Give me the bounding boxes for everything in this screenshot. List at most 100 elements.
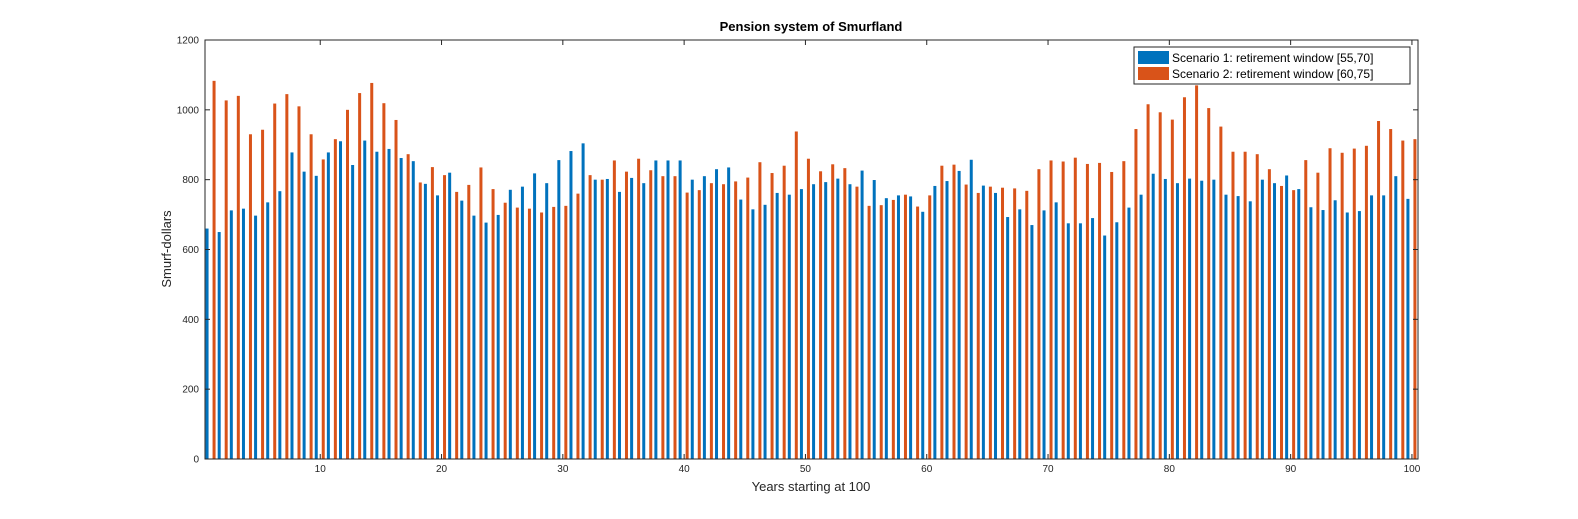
bar-series-1-x-28	[533, 173, 537, 459]
bar-series-2-x-84	[1219, 126, 1223, 459]
bar-series-1-x-42	[702, 176, 706, 460]
bar-series-1-x-18	[411, 161, 415, 459]
bar-series-2-x-34	[612, 160, 616, 459]
bar-series-1-x-67	[1006, 217, 1010, 459]
bar-series-1-x-3	[229, 210, 233, 459]
bar-series-2-x-74	[1098, 162, 1102, 459]
bar-series-1-x-57	[884, 198, 888, 460]
bar-series-2-x-79	[1158, 112, 1162, 459]
bar-series-1-x-11	[326, 152, 330, 459]
bar-series-1-x-81	[1175, 183, 1179, 459]
bar-series-1-x-21	[448, 172, 452, 459]
bar-series-2-x-26	[515, 207, 519, 459]
bar-series-2-x-20	[443, 175, 447, 459]
bar-series-2-x-70	[1049, 160, 1053, 459]
bar-series-1-x-4	[241, 208, 245, 459]
bar-series-1-x-46	[751, 209, 755, 459]
bar-series-1-x-78	[1139, 194, 1143, 459]
x-tick-label: 50	[800, 464, 812, 475]
bar-series-2-x-89	[1280, 185, 1284, 459]
bar-series-1-x-26	[508, 189, 512, 460]
bar-series-2-x-25	[503, 202, 507, 459]
bar-series-2-x-48	[782, 165, 786, 459]
bar-series-2-x-63	[964, 184, 968, 459]
x-tick-label: 60	[921, 464, 933, 475]
bar-series-2-x-14	[370, 82, 374, 459]
bar-series-2-x-22	[467, 184, 471, 459]
bar-series-2-x-5	[261, 129, 265, 460]
bar-series-1-x-66	[994, 192, 998, 459]
bar-series-1-x-64	[969, 159, 973, 459]
x-axis-label: Years starting at 100	[752, 479, 871, 494]
bar-series-1-x-75	[1103, 235, 1107, 459]
bar-series-2-x-12	[346, 109, 349, 459]
bar-series-1-x-56	[872, 180, 876, 459]
bar-series-2-x-87	[1255, 154, 1259, 459]
bar-series-2-x-93	[1328, 148, 1332, 460]
bar-series-2-x-45	[746, 177, 750, 459]
bar-series-1-x-27	[520, 186, 524, 459]
bar-series-2-x-54	[855, 186, 859, 459]
bar-series-2-x-49	[794, 131, 798, 460]
bar-series-1-x-36	[630, 177, 634, 460]
bar-series-2-x-64	[976, 192, 980, 459]
ticks-layer: 0 200 400 600 800 1000 1200 10 20 30 40 50 60 70 80 90 1…	[177, 36, 1421, 476]
x-tick-label: 100	[1404, 464, 1421, 475]
bar-series-1-x-72	[1066, 223, 1070, 459]
bar-series-2-x-16	[394, 119, 398, 460]
bar-series-2-x-43	[722, 184, 726, 459]
bar-series-2-x-37	[649, 170, 653, 460]
bar-series-1-x-31	[569, 151, 573, 460]
bar-series-2-x-73	[1085, 163, 1089, 459]
x-tick-label: 90	[1285, 464, 1297, 475]
bar-series-1-x-51	[812, 184, 816, 459]
bar-series-2-x-44	[734, 181, 738, 459]
bar-series-2-x-35	[624, 171, 628, 459]
bar-series-2-x-50	[806, 158, 810, 459]
bar-series-2-x-67	[1013, 188, 1017, 459]
bar-series-1-x-55	[860, 170, 864, 459]
bar-series-1-x-62	[945, 181, 949, 459]
bar-series-1-x-8	[290, 152, 294, 459]
bar-series-1-x-74	[1091, 218, 1095, 459]
bar-series-1-x-23	[472, 215, 476, 459]
bar-series-2-x-33	[600, 179, 604, 460]
bar-series-2-x-97	[1377, 121, 1381, 459]
bar-series-2-x-72	[1073, 157, 1077, 460]
bar-series-2-x-3	[236, 95, 240, 460]
bar-series-2-x-91	[1304, 160, 1308, 460]
bar-series-1-x-43	[715, 169, 719, 459]
bar-series-2-x-96	[1364, 145, 1368, 460]
bar-series-1-x-24	[484, 222, 488, 459]
x-tick-label: 80	[1164, 464, 1176, 475]
bar-series-1-x-77	[1127, 207, 1131, 459]
bar-series-2-x-6	[273, 103, 277, 460]
bar-series-2-x-46	[758, 162, 762, 459]
bar-series-1-x-73	[1078, 223, 1082, 459]
bar-series-2-x-51	[819, 171, 823, 460]
bar-series-2-x-95	[1352, 148, 1356, 459]
bar-series-2-x-1	[212, 80, 216, 459]
bar-series-1-x-68	[1018, 209, 1022, 459]
bar-series-2-x-80	[1170, 119, 1174, 460]
bar-series-2-x-68	[1025, 190, 1029, 459]
bar-series-2-x-39	[673, 176, 677, 460]
bar-series-1-x-88	[1260, 179, 1264, 460]
bar-series-2-x-94	[1340, 152, 1344, 459]
bar-series-2-x-41	[697, 190, 701, 459]
bar-series-2-x-92	[1316, 172, 1320, 459]
bar-series-2-x-8	[297, 106, 301, 459]
bar-series-1-x-82	[1188, 178, 1192, 459]
bar-series-1-x-71	[1054, 202, 1058, 460]
bar-series-2-x-82	[1195, 85, 1199, 459]
legend-swatch-series-2	[1138, 67, 1169, 80]
bar-series-2-x-52	[831, 164, 835, 460]
x-tick-label: 30	[557, 464, 569, 475]
bar-series-1-x-37	[642, 183, 646, 459]
legend-swatch-series-1	[1138, 51, 1169, 64]
bar-series-2-x-53	[843, 168, 847, 459]
bar-series-1-x-90	[1285, 175, 1289, 460]
bar-series-2-x-100	[1413, 139, 1417, 459]
y-tick-label: 800	[182, 175, 199, 186]
bar-series-2-x-61	[940, 165, 944, 459]
